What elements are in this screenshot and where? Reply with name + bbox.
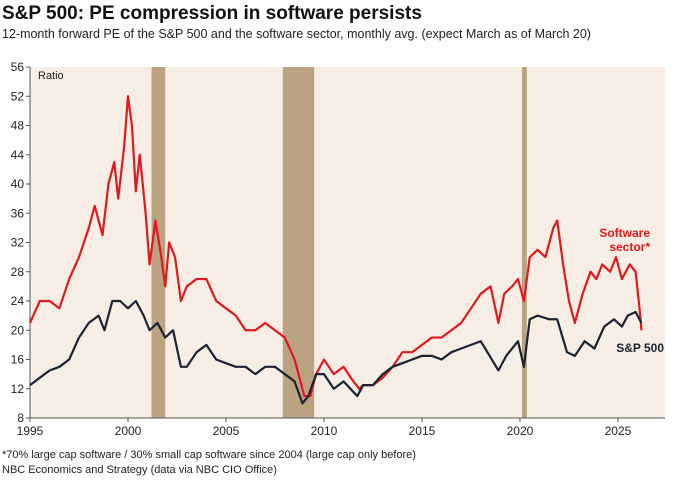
x-tick-label: 1995 — [17, 424, 44, 438]
x-tick-label: 2020 — [507, 424, 534, 438]
y-tick-label: 32 — [11, 236, 25, 250]
y-tick-label: 20 — [11, 323, 25, 337]
footnote: NBC Economics and Strategy (data via NBC… — [2, 464, 277, 476]
x-tick-label: 2005 — [213, 424, 240, 438]
y-axis-label: Ratio — [38, 70, 64, 82]
series-label: Software sector* — [599, 226, 650, 254]
y-tick-label: 16 — [11, 353, 25, 367]
y-tick-label: 52 — [11, 89, 25, 103]
y-tick-label: 44 — [11, 148, 25, 162]
y-tick-label: 8 — [17, 411, 24, 425]
chart-title: S&P 500: PE compression in software pers… — [2, 3, 422, 24]
x-tick-label: 2025 — [605, 424, 632, 438]
chart-subtitle: 12-month forward PE of the S&P 500 and t… — [2, 27, 591, 41]
series-label: S&P 500 — [616, 341, 664, 355]
x-tick-label: 2000 — [115, 424, 142, 438]
y-tick-label: 12 — [11, 382, 25, 396]
y-tick-label: 24 — [11, 294, 25, 308]
series-line — [28, 95, 643, 398]
y-tick-label: 36 — [11, 206, 25, 220]
recession-band — [282, 67, 315, 418]
y-tick-label: 28 — [11, 265, 25, 279]
y-tick-label: 56 — [11, 60, 25, 74]
footnote: *70% large cap software / 30% small cap … — [2, 449, 416, 461]
y-tick-label: 40 — [11, 177, 25, 191]
x-tick-label: 2010 — [311, 424, 338, 438]
x-tick-label: 2015 — [409, 424, 436, 438]
recession-band — [521, 67, 527, 418]
y-tick-label: 48 — [11, 119, 25, 133]
series-line — [29, 299, 643, 405]
